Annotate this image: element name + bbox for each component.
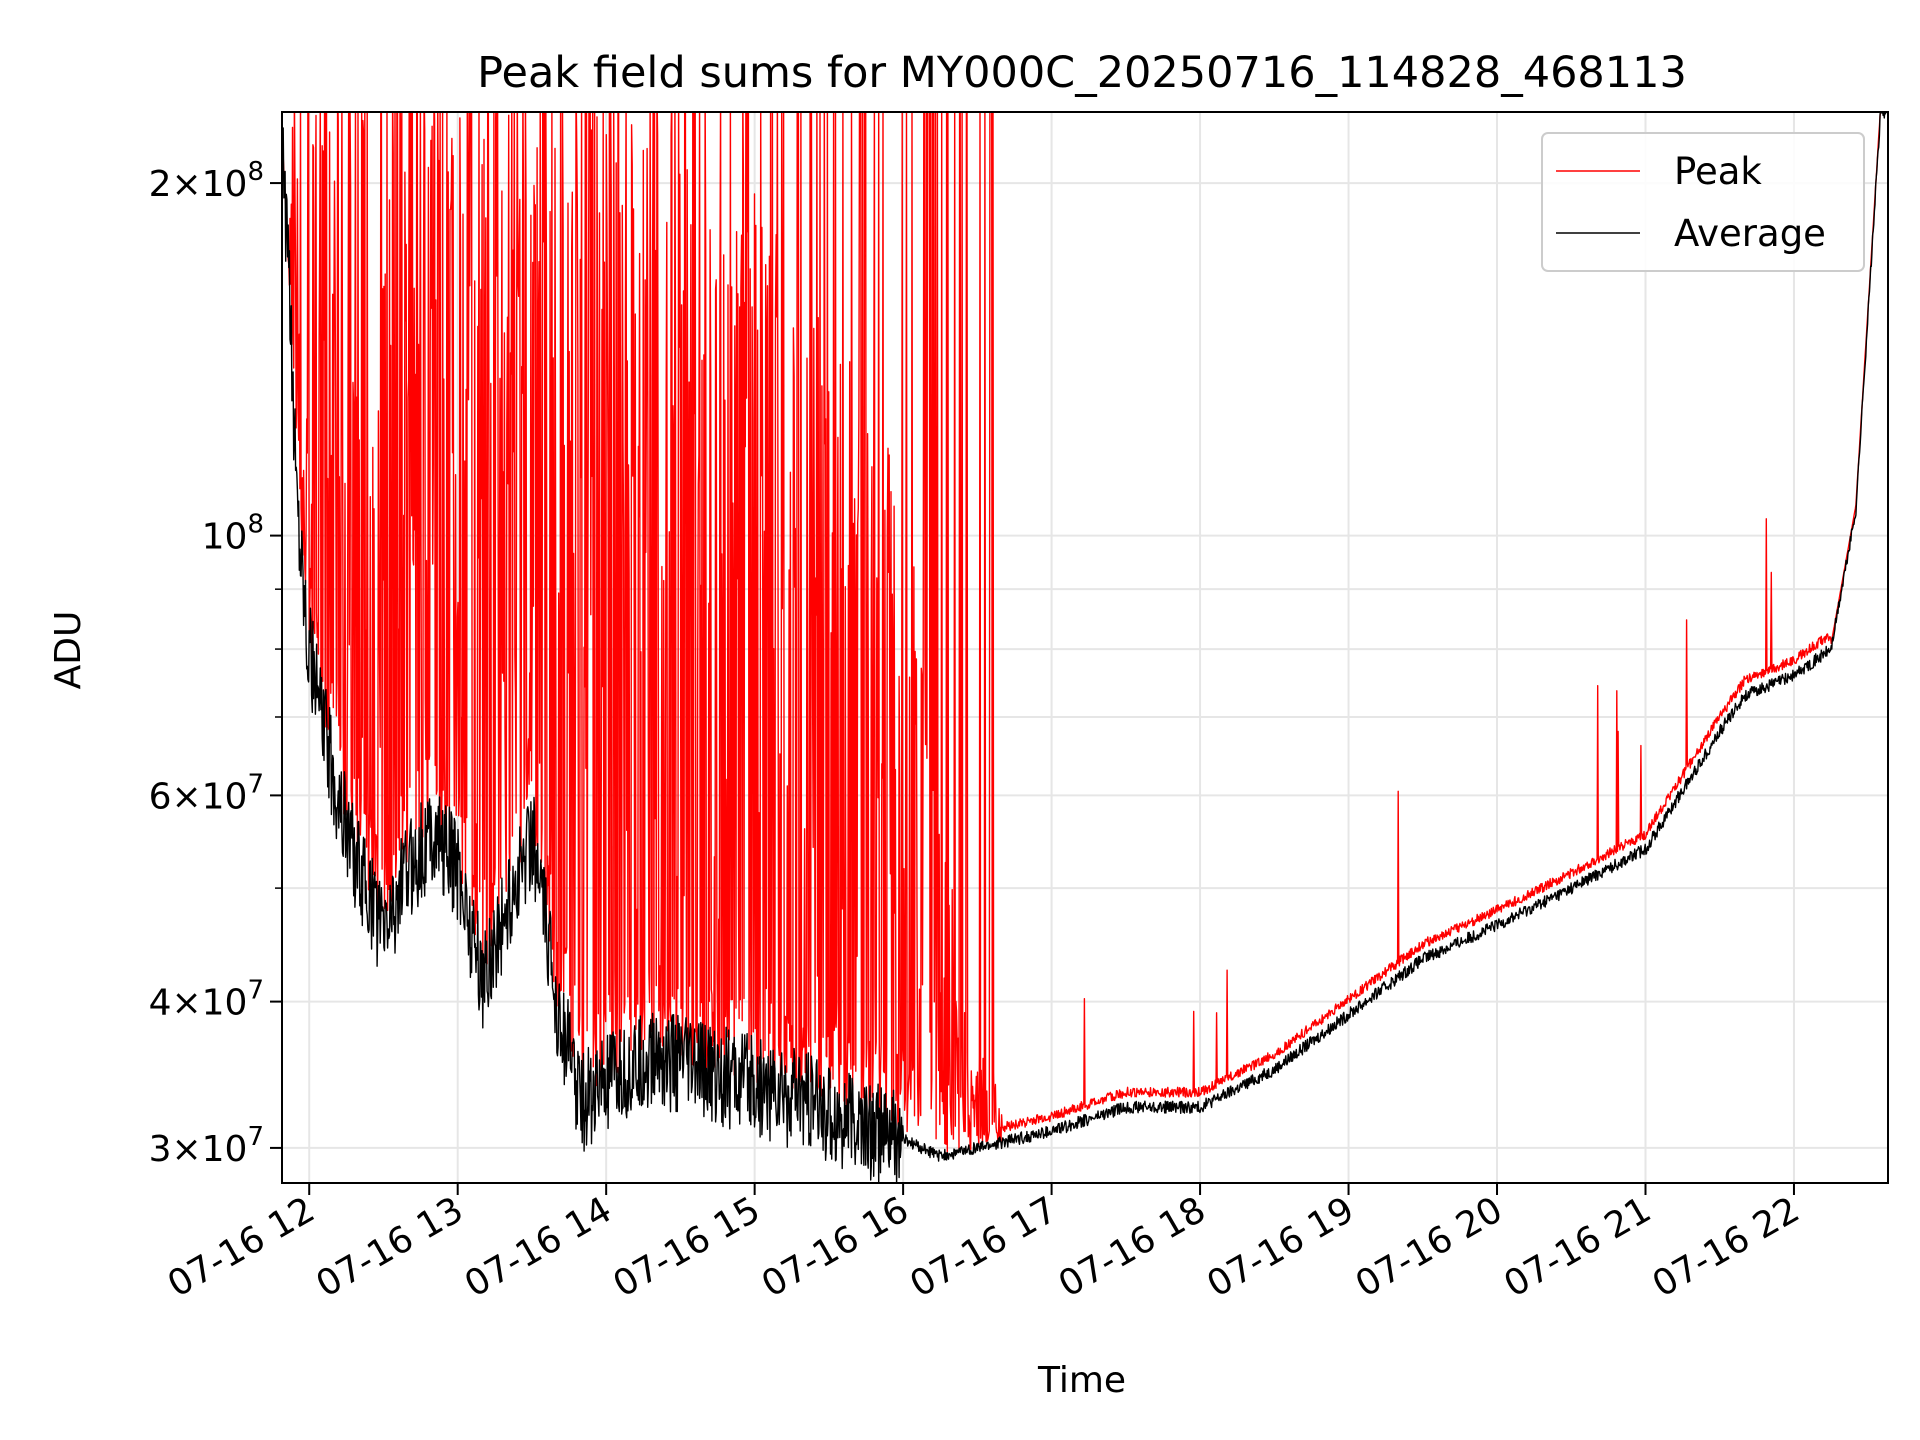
- legend-box: [1541, 132, 1865, 272]
- series-peak-line: [282, 112, 1881, 1153]
- y-axis-label: ADU: [48, 611, 89, 690]
- legend: Peak Average: [1541, 132, 1865, 272]
- x-tick-label: 07-16 21: [1497, 1189, 1658, 1305]
- legend-label-average: Average: [1674, 212, 1826, 255]
- x-tick-label: 07-16 14: [458, 1189, 619, 1305]
- x-axis-label: Time: [1037, 1360, 1126, 1401]
- y-axis: 2×108 108 6×107 4×107 3×107: [149, 157, 282, 1170]
- y-tick-label: 2×108: [149, 157, 264, 205]
- x-tick-label: 07-16 13: [310, 1189, 471, 1305]
- y-tick-label: 108: [202, 510, 264, 558]
- plot-area: [282, 112, 1888, 1183]
- plot-frame: [281, 111, 1889, 1184]
- series-layer: [282, 112, 1888, 1183]
- chart-title: Peak field sums for MY000C_20250716_1148…: [477, 48, 1687, 98]
- series-average-line: [282, 112, 1888, 1183]
- y-tick-label: 3×107: [149, 1122, 264, 1170]
- y-tick-label: 6×107: [149, 769, 264, 817]
- legend-label-peak: Peak: [1674, 150, 1762, 193]
- x-tick-label: 07-16 17: [903, 1189, 1064, 1305]
- x-tick-label: 07-16 22: [1646, 1189, 1807, 1305]
- x-tick-label: 07-16 12: [161, 1189, 322, 1305]
- x-tick-label: 07-16 18: [1052, 1189, 1213, 1305]
- x-tick-label: 07-16 20: [1349, 1189, 1510, 1305]
- x-tick-label: 07-16 15: [606, 1189, 767, 1305]
- y-tick-label: 4×107: [149, 976, 264, 1024]
- x-tick-label: 07-16 16: [755, 1189, 916, 1305]
- x-tick-label: 07-16 19: [1200, 1189, 1361, 1305]
